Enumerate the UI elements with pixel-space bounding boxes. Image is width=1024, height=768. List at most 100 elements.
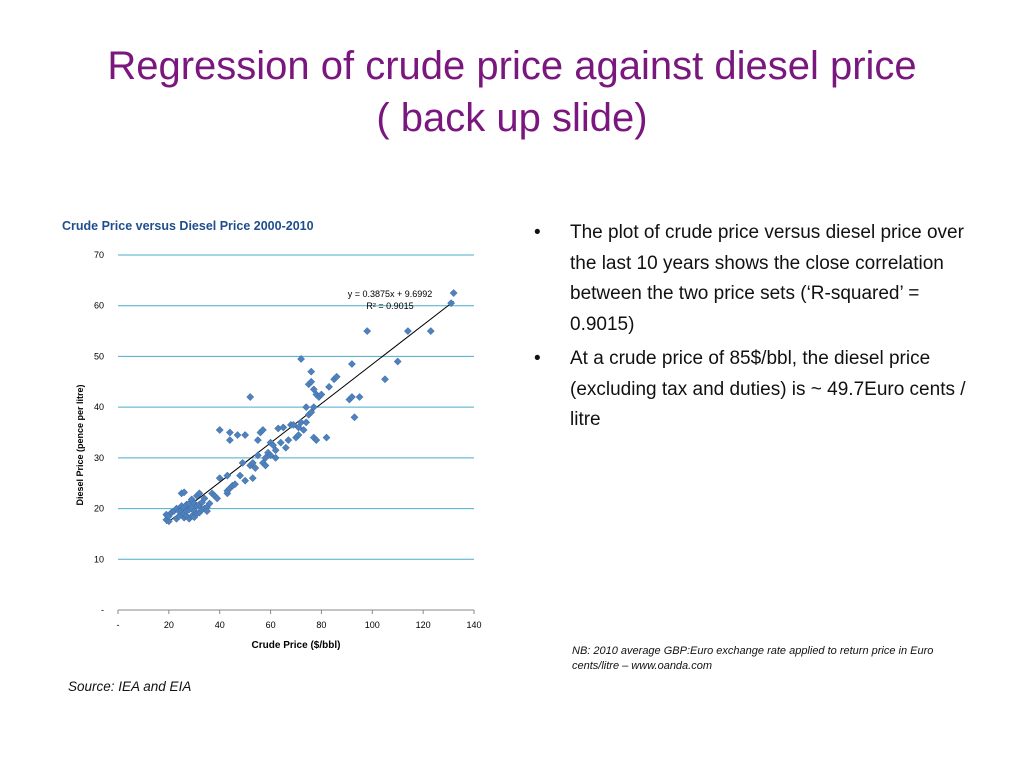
trendline-equation: y = 0.3875x + 9.6992 (348, 289, 433, 299)
bullet-dot: • (534, 222, 541, 243)
data-point (289, 420, 298, 429)
data-point (225, 428, 234, 437)
gridlines (118, 254, 474, 560)
data-point (449, 289, 458, 297)
data-point (266, 451, 275, 460)
x-tick-label: 100 (365, 620, 380, 630)
data-point (302, 418, 311, 427)
data-point (203, 507, 211, 516)
y-tick-label: 10 (94, 554, 104, 564)
bullet-item: • At a crude price of 85$/bbl, the diese… (530, 344, 970, 436)
data-point (261, 461, 270, 470)
data-point (258, 426, 267, 434)
data-point (248, 474, 257, 483)
bullet-text: The plot of crude price versus diesel pr… (570, 222, 964, 335)
tick-labels: - 10 20 30 40 50 60 70 - 20 40 60 80 100 120 140 (94, 250, 482, 630)
data-point (276, 438, 285, 447)
y-tick-label: - (101, 605, 104, 615)
data-point (347, 360, 356, 368)
y-tick-label: 50 (94, 351, 104, 361)
data-point (307, 367, 316, 376)
data-point (200, 494, 209, 503)
data-point (279, 423, 288, 432)
x-tick-label: 120 (416, 620, 431, 630)
data-point (180, 488, 189, 497)
data-point (307, 377, 316, 386)
y-tick-label: 70 (94, 250, 104, 260)
y-tick-label: 20 (94, 504, 104, 514)
slide-title-line2: ( back up slide) (376, 96, 648, 140)
x-tick-label: 20 (164, 620, 174, 630)
data-point (393, 357, 402, 366)
data-point (355, 393, 364, 401)
data-point (205, 499, 214, 508)
data-point (246, 393, 255, 401)
exchange-rate-note: NB: 2010 average GBP:Euro exchange rate … (572, 645, 934, 672)
data-point (294, 431, 303, 439)
x-axis-label: Crude Price ($/bbl) (252, 640, 341, 651)
data-point (381, 375, 389, 384)
data-point (284, 436, 293, 445)
y-tick-label: 40 (94, 402, 104, 412)
data-point (322, 433, 331, 442)
bullet-text: At a crude price of 85$/bbl, the diesel … (570, 348, 966, 430)
data-point (403, 327, 412, 336)
data-point (426, 327, 435, 336)
data-point (302, 403, 311, 412)
data-point (195, 489, 204, 498)
bullet-dot: • (534, 348, 541, 369)
data-point (241, 431, 250, 439)
x-tick-label: 140 (466, 620, 481, 630)
data-point (253, 436, 262, 445)
data-point (175, 512, 183, 521)
data-point (299, 426, 308, 434)
data-point (213, 494, 222, 503)
trendline-r-squared: R² = 0.9015 (366, 301, 413, 311)
y-tick-label: 30 (94, 453, 104, 463)
slide-title-line1: Regression of crude price against diesel… (107, 44, 917, 88)
data-point (297, 355, 306, 363)
x-tick-label: 80 (316, 620, 326, 630)
bullet-item: • The plot of crude price versus diesel … (530, 218, 970, 340)
x-tick-label: 60 (266, 620, 276, 630)
data-point (312, 436, 321, 445)
data-point (261, 453, 270, 462)
data-point (363, 327, 372, 336)
data-point (238, 458, 247, 467)
data-point (215, 474, 224, 483)
x-tick-label: 40 (215, 620, 225, 630)
data-point (253, 451, 262, 460)
data-point (271, 453, 280, 462)
data-point (271, 446, 280, 455)
chart-labels: Crude Price ($/bbl) Diesel Price (pence … (75, 289, 432, 651)
data-point (225, 436, 234, 445)
data-point (350, 413, 359, 422)
data-point (447, 299, 456, 308)
data-point (215, 426, 224, 434)
data-point (309, 385, 318, 394)
bullet-list: • The plot of crude price versus diesel … (530, 218, 970, 440)
data-point (332, 372, 341, 381)
source-note: Source: IEA and EIA (68, 679, 192, 694)
data-point (309, 403, 318, 412)
x-tick-label: - (117, 620, 120, 630)
data-point (241, 476, 250, 485)
slide-title: Regression of crude price against diesel… (40, 40, 984, 144)
data-point (231, 480, 239, 489)
axes (117, 609, 475, 614)
scatter-chart: - 10 20 30 40 50 60 70 - 20 40 60 80 100 120 140 Crude … (75, 250, 482, 651)
data-point (164, 517, 173, 526)
data-point (294, 423, 303, 432)
data-point (236, 471, 245, 480)
data-point (347, 393, 356, 401)
data-point (223, 471, 232, 480)
data-point (325, 382, 334, 391)
data-point (307, 408, 316, 417)
data-point (317, 390, 326, 399)
data-point (269, 441, 278, 450)
y-tick-label: 60 (94, 301, 104, 311)
y-axis-label: Diesel Price (pence per litre) (75, 384, 85, 505)
data-point (251, 464, 260, 472)
data-points (162, 289, 458, 526)
data-point (233, 431, 242, 439)
